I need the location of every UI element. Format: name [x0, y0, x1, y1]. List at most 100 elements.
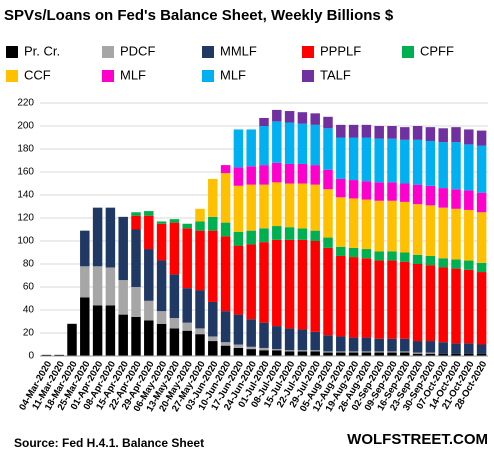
bar-segment: [387, 182, 397, 201]
bar-segment: [246, 319, 256, 347]
bar-segment: [387, 352, 397, 356]
bar-segment: [272, 326, 282, 350]
bar-segment: [233, 129, 244, 168]
bar-segment: [348, 198, 359, 248]
bar-segment: [246, 129, 256, 167]
bar-segment: [259, 242, 269, 323]
bar-segment: [425, 265, 436, 342]
y-tick-label: 120: [17, 213, 34, 224]
bar-segment: [233, 185, 244, 232]
bar-segment: [310, 124, 320, 166]
legend-label: MLF: [220, 67, 246, 82]
bar-segment: [425, 205, 436, 256]
bar-segment: [323, 335, 333, 352]
bar-segment: [246, 230, 256, 245]
legend-swatch: [402, 46, 414, 58]
bar-segment: [284, 350, 295, 352]
bar-segment: [400, 252, 410, 262]
bar-segment: [259, 117, 269, 126]
bar-segment: [374, 200, 384, 252]
bar-segment: [220, 345, 231, 356]
bar-segment: [233, 245, 244, 315]
y-tick-label: 40: [23, 305, 35, 316]
y-tick-label: 60: [23, 282, 35, 293]
bar-segment: [387, 138, 397, 183]
bar-segment: [259, 126, 269, 166]
y-tick-label: 160: [17, 167, 34, 178]
legend-label: PPPLF: [320, 43, 361, 58]
bar-segment: [348, 351, 359, 353]
bar-segment: [412, 353, 423, 356]
bar-segment: [336, 336, 346, 352]
bar-segment: [310, 351, 320, 356]
bar-segment: [208, 341, 218, 356]
bar-segment: [451, 189, 461, 209]
chart-title: SPVs/Loans on Fed's Balance Sheet, Weekl…: [4, 7, 394, 24]
bar-segment: [272, 182, 282, 227]
legend-label: PDCF: [120, 43, 155, 58]
bar-segment: [400, 127, 410, 140]
bar-segment: [169, 318, 180, 329]
source-note: Source: Fed H.4.1. Balance Sheet: [14, 436, 204, 450]
bar-segment: [361, 181, 372, 200]
bar-segment: [348, 257, 359, 338]
bar-segment: [464, 260, 474, 270]
bar-segment: [310, 113, 320, 125]
bar-segment: [412, 204, 423, 255]
bar-segment: [310, 331, 320, 351]
bar-segment: [195, 221, 205, 231]
bar-segment: [438, 258, 448, 268]
bar-segment: [220, 236, 231, 312]
bar-segment: [297, 228, 308, 240]
bar-segment: [169, 274, 180, 319]
bar-segment: [348, 247, 359, 258]
bar-segment: [259, 322, 269, 348]
bar-segment: [310, 241, 320, 332]
y-tick-label: 80: [23, 259, 35, 270]
bar-segment: [451, 343, 461, 354]
bar-segment: [361, 137, 372, 182]
bar-segment: [323, 247, 333, 336]
bar-segment: [246, 184, 256, 231]
bar-segment: [387, 126, 397, 139]
legend-swatch: [302, 46, 314, 58]
legend-swatch: [102, 46, 114, 58]
bar-segment: [425, 140, 436, 186]
legend-swatch: [202, 46, 214, 58]
y-tick-label: 200: [17, 121, 34, 132]
bar-segment: [438, 353, 448, 356]
legend-swatch: [202, 70, 214, 82]
bar-segment: [464, 209, 474, 261]
bar-segment: [412, 264, 423, 342]
bar-segment: [361, 258, 372, 338]
bar-segment: [310, 350, 320, 352]
bar-segment: [156, 323, 167, 356]
bar-segment: [105, 267, 116, 306]
bar-segment: [144, 320, 154, 356]
bar-segment: [348, 180, 359, 199]
bar-segment: [425, 127, 436, 141]
bar-segment: [54, 354, 64, 356]
bar-segment: [233, 314, 244, 345]
bar-segment: [144, 215, 154, 250]
bar-segment: [310, 230, 320, 241]
bar-segment: [438, 267, 448, 343]
bar-segment: [464, 343, 474, 354]
bar-segment: [284, 183, 295, 228]
bar-segment: [284, 111, 295, 123]
bar-segment: [374, 138, 384, 183]
bar-segment: [297, 329, 308, 351]
bar-segment: [451, 268, 461, 344]
bar-segment: [208, 230, 218, 302]
bar-segment: [195, 208, 205, 222]
bar-segment: [374, 182, 384, 201]
bar-segment: [272, 109, 282, 122]
bar-segment: [169, 222, 180, 275]
bar-segment: [182, 223, 192, 229]
bar-segment: [169, 219, 180, 223]
bar-segment: [374, 126, 384, 139]
bar-segment: [374, 352, 384, 356]
bar-segment: [80, 266, 90, 298]
bar-segment: [272, 162, 282, 183]
legend-label: CPFF: [420, 43, 454, 58]
